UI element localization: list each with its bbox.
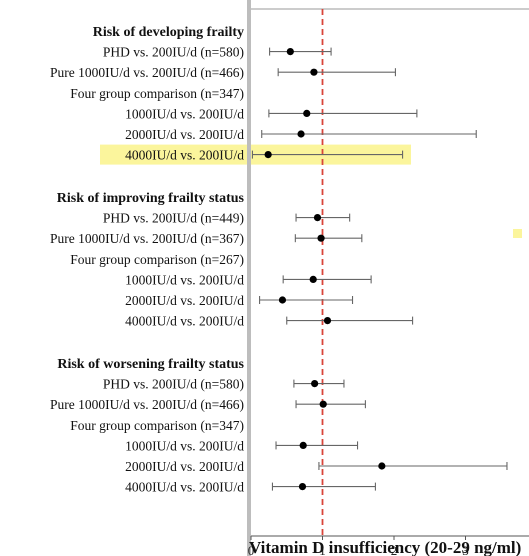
- estimate-point: [278, 296, 287, 304]
- row-label: Pure 1000IU/d vs. 200IU/d (n=466): [50, 65, 244, 80]
- row-label: 4000IU/d vs. 200IU/d: [125, 148, 244, 163]
- estimate-point: [319, 400, 327, 408]
- group-title-2: Risk of improving frailty status: [57, 191, 245, 206]
- row-label: Four group comparison (n=347): [70, 418, 244, 433]
- row-label: Pure 1000IU/d vs. 200IU/d (n=367): [50, 231, 244, 246]
- estimate-point: [297, 130, 305, 138]
- highlight-marker: [513, 229, 522, 238]
- estimate-point: [264, 151, 272, 159]
- x-tick-label-2: 2: [391, 543, 398, 556]
- estimate-point: [323, 317, 332, 325]
- x-axis-title: Vitamin D insufficiency (20-29 ng/ml): [249, 538, 521, 556]
- estimate-point: [303, 109, 311, 117]
- row-label: 1000IU/d vs. 200IU/d: [125, 272, 244, 287]
- estimate-point: [309, 275, 317, 283]
- row-label: PHD vs. 200IU/d (n=580): [103, 377, 244, 392]
- row-label: 4000IU/d vs. 200IU/d: [125, 314, 244, 329]
- estimate-point: [299, 441, 307, 449]
- x-tick-label-0: 0: [248, 543, 255, 556]
- group-title-3: Risk of worsening frailty status: [57, 357, 244, 372]
- x-tick-label-3: 3: [462, 543, 469, 556]
- estimate-point: [317, 234, 325, 242]
- row-label: PHD vs. 200IU/d (n=580): [103, 45, 244, 60]
- row-label: 2000IU/d vs. 200IU/d: [125, 127, 244, 142]
- estimate-point: [313, 214, 322, 222]
- row-label: 2000IU/d vs. 200IU/d: [125, 293, 244, 308]
- row-label: 4000IU/d vs. 200IU/d: [125, 480, 244, 495]
- row-label: Pure 1000IU/d vs. 200IU/d (n=466): [50, 397, 244, 412]
- row-label: 1000IU/d vs. 200IU/d: [125, 438, 244, 453]
- estimate-point: [310, 68, 318, 76]
- row-label: 1000IU/d vs. 200IU/d: [125, 106, 244, 121]
- estimate-point: [311, 380, 319, 388]
- row-label: 2000IU/d vs. 200IU/d: [125, 459, 244, 474]
- estimate-point: [286, 48, 294, 56]
- group-title-1: Risk of developing frailty: [93, 25, 244, 40]
- row-label: Four group comparison (n=347): [70, 86, 244, 101]
- x-tick-label-1: 1: [319, 543, 326, 556]
- row-label: Four group comparison (n=267): [70, 252, 244, 267]
- estimate-point: [298, 483, 307, 491]
- row-label: PHD vs. 200IU/d (n=449): [103, 211, 244, 226]
- estimate-point: [378, 462, 386, 470]
